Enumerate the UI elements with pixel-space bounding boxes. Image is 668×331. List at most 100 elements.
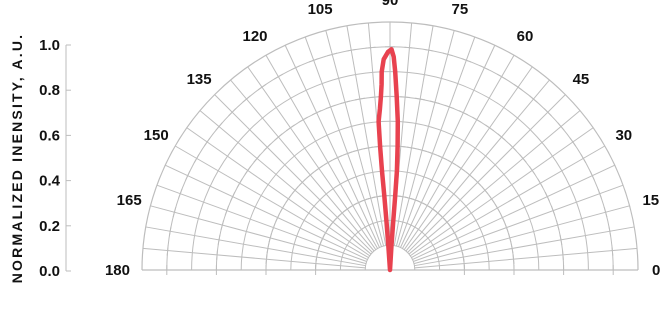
angle-tick-label: 120 (242, 28, 267, 45)
grid-tick-mark (308, 58, 319, 63)
grid-tick-mark (363, 146, 374, 150)
grid-tick-mark (274, 133, 283, 141)
grid-tick-mark (244, 166, 252, 175)
grid-tick-mark (569, 137, 577, 147)
grid-tick-mark (185, 170, 191, 181)
grid-tick-mark (597, 188, 602, 199)
grid-tick-mark (286, 124, 295, 132)
grid-tick-mark (504, 222, 509, 233)
grid-tick-mark (166, 245, 169, 256)
grid-tick-mark (485, 124, 494, 132)
grid-tick-mark (456, 165, 466, 172)
grid-tick-mark (497, 73, 507, 80)
grid-tick-mark (306, 171, 315, 179)
grid-tick-mark (603, 207, 608, 218)
grid-tick-mark (193, 153, 200, 163)
grid-tick-mark (298, 178, 307, 187)
grid-tick-mark (342, 151, 353, 156)
grid-tick-mark (528, 166, 536, 175)
angle-tick-label: 45 (573, 71, 590, 88)
angle-tick-label: 30 (615, 127, 632, 144)
grid-tick-mark (224, 205, 230, 216)
grid-tick-mark (172, 207, 177, 218)
polar-grid (141, 21, 639, 275)
grid-tick-mark (472, 116, 482, 123)
grid-tick-mark (257, 83, 267, 91)
grid-spoke (156, 184, 367, 262)
radial-axis: 0.0 0.2 0.4 0.6 0.8 1.0 (39, 37, 71, 280)
grid-tick-mark (332, 155, 343, 161)
angle-tick-label: 150 (144, 127, 169, 144)
grid-spoke (414, 226, 635, 267)
grid-tick-mark (557, 122, 565, 131)
grid-tick-mark (608, 226, 612, 237)
grid-tick-mark (369, 96, 380, 98)
grid-tick-mark (365, 46, 376, 49)
grid-tick-mark (559, 234, 563, 245)
grid-spoke (398, 36, 476, 247)
grid-tick-mark (417, 148, 428, 153)
angle-tick-label: 180 (105, 262, 130, 279)
grid-tick-mark (273, 73, 283, 80)
grid-tick-mark (611, 245, 614, 256)
grid-tick-mark (215, 122, 223, 131)
series-layer (376, 47, 401, 273)
grid-tick-mark (228, 108, 237, 117)
grid-tick-mark (298, 116, 308, 123)
grid-tick-mark (507, 232, 512, 243)
grid-tick-mark (236, 178, 243, 188)
grid-tick-mark (168, 226, 172, 237)
grid-spoke (304, 36, 382, 247)
grid-tick-mark (447, 159, 457, 166)
grid-tick-mark (508, 143, 517, 152)
grid-tick-mark (458, 110, 469, 116)
grid-spoke (393, 25, 434, 246)
grid-spoke (165, 164, 368, 260)
grid-tick-mark (519, 154, 527, 163)
radial-tick-label: 0.2 (39, 218, 60, 235)
grid-tick-mark (494, 203, 501, 213)
angle-tick-label: 90 (382, 0, 399, 9)
grid-spoke (408, 110, 581, 255)
grid-tick-mark (271, 222, 276, 233)
grid-spoke (400, 45, 496, 248)
grid-tick-mark (481, 186, 489, 195)
grid-spoke (230, 79, 375, 252)
grid-tick-mark (473, 178, 482, 187)
grid-tick-mark (216, 249, 218, 260)
grid-tick-mark (562, 249, 564, 260)
grid-tick-mark (550, 205, 556, 216)
grid-tick-mark (203, 137, 211, 147)
angle-tick-label: 75 (452, 1, 469, 18)
grid-tick-mark (589, 170, 595, 181)
grid-spoke (401, 54, 515, 249)
grid-tick-mark (488, 194, 495, 204)
grid-spoke (411, 145, 606, 259)
grid-tick-mark (404, 46, 415, 49)
grid-tick-mark (427, 151, 438, 156)
grid-tick-mark (253, 154, 261, 163)
grid-tick-mark (544, 191, 550, 202)
angle-tick-label: 135 (187, 71, 212, 88)
grid-tick-mark (400, 96, 411, 98)
grid-tick-mark (265, 254, 268, 265)
grid-tick-mark (415, 97, 426, 101)
grid-spoke (410, 127, 594, 257)
grid-tick-mark (230, 191, 236, 202)
grid-tick-mark (465, 171, 474, 179)
grid-tick-mark (266, 243, 270, 254)
grid-tick-mark (291, 186, 299, 195)
grid-tick-mark (325, 104, 336, 110)
grid-spoke (325, 30, 385, 247)
grid-tick-mark (242, 95, 251, 103)
grid-spoke (174, 145, 369, 259)
grid-spoke (346, 25, 387, 246)
grid-tick-mark (327, 52, 338, 57)
grid-tick-mark (437, 155, 448, 161)
grid-tick-mark (406, 146, 417, 150)
grid-spoke (403, 66, 533, 250)
angle-tick-label: 15 (642, 192, 659, 209)
radial-tick-label: 0.0 (39, 263, 60, 280)
series-line (376, 47, 401, 273)
